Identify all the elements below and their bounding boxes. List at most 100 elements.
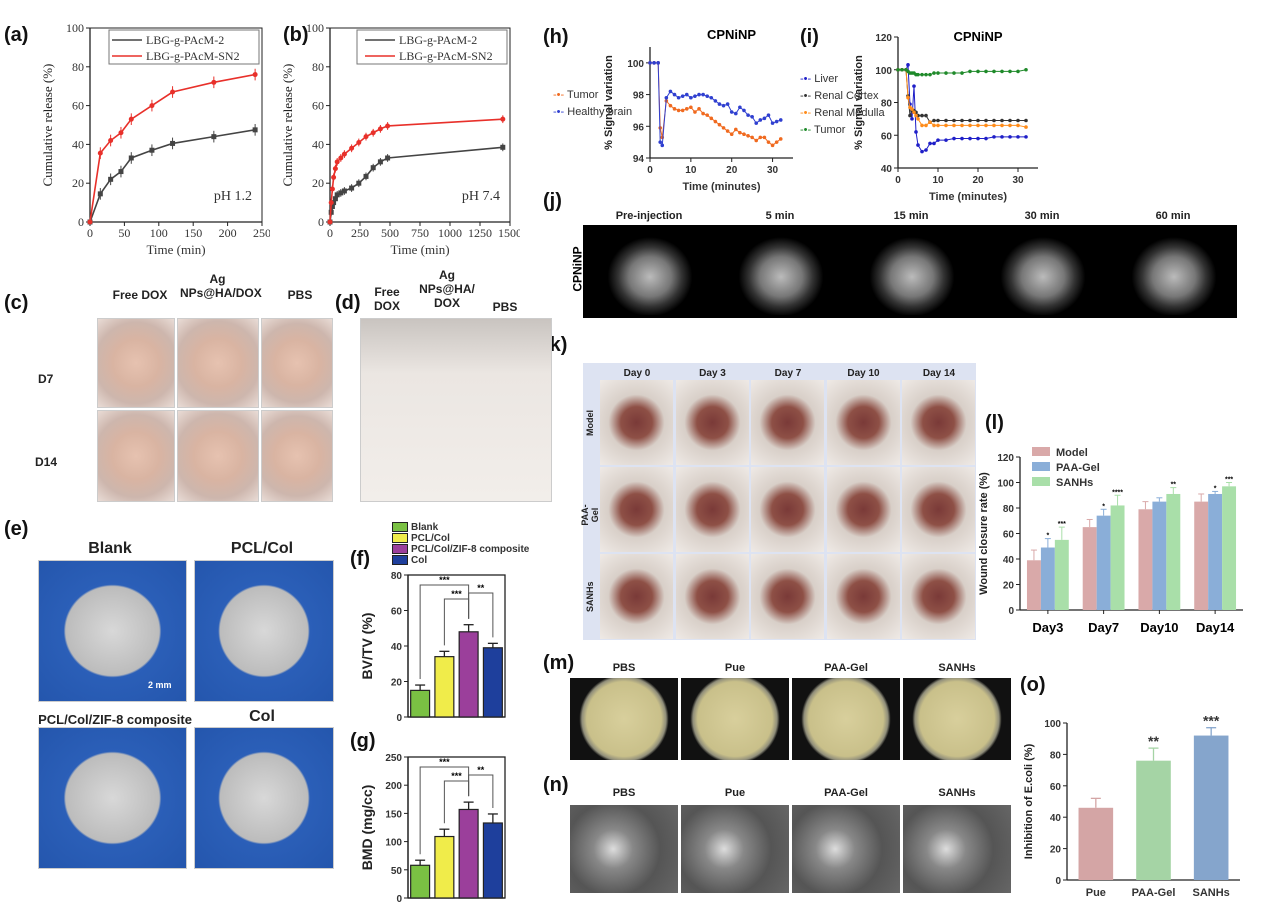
- data-point: [992, 123, 996, 128]
- col-header: PBS: [492, 300, 518, 314]
- data-point: [356, 139, 362, 145]
- data-point: [252, 127, 258, 133]
- data-point: [960, 123, 964, 128]
- x-tick-label: 1000: [438, 226, 462, 240]
- y-tick-label: 100: [875, 66, 892, 77]
- photo-tumor: [177, 410, 259, 502]
- x-tick-label: Day10: [1140, 620, 1178, 635]
- data-point: [968, 136, 972, 141]
- data-point: [750, 114, 754, 119]
- bar: [1193, 735, 1229, 880]
- wound-photo: [675, 554, 749, 639]
- y-tick-label: 60: [1050, 782, 1062, 793]
- bar: [1138, 509, 1153, 610]
- data-point: [976, 136, 980, 141]
- significance-label: *: [1047, 533, 1050, 540]
- data-point: [170, 140, 176, 146]
- y-tick-label: 100: [66, 21, 84, 35]
- x-axis-label: Time (minutes): [682, 181, 760, 193]
- data-point: [984, 69, 988, 74]
- bar: [1166, 493, 1181, 610]
- data-point: [332, 196, 338, 202]
- y-tick-label: 96: [633, 122, 645, 133]
- wound-photo: [751, 554, 824, 639]
- data-point: [1000, 118, 1004, 123]
- data-point: [327, 219, 333, 225]
- data-point: [960, 136, 964, 141]
- col-header: PBS: [287, 288, 313, 302]
- data-point: [697, 92, 701, 97]
- x-tick-label: Pue: [1086, 887, 1106, 899]
- y-tick-label: 40: [312, 137, 324, 151]
- chart-cumulative-release-ph12: 0 20 40 60 80 100 0 50 100 150 200 250 Time (min) Cum…: [40, 21, 270, 257]
- legend-i: -•- Liver -•- Renal Cortex -•- Renal Med…: [800, 73, 885, 136]
- bar: [458, 631, 479, 718]
- data-point: [766, 113, 771, 117]
- data-point: [928, 120, 932, 124]
- panel-label-e: (e): [4, 518, 29, 540]
- data-point: [341, 151, 347, 157]
- col-header: 5 min: [765, 210, 795, 222]
- panel-label-l: (l): [985, 412, 1004, 434]
- data-point: [149, 147, 155, 153]
- significance-bracket: [468, 774, 494, 808]
- legend-swatch: [1032, 462, 1050, 471]
- data-point: [900, 67, 904, 72]
- x-tick-label: SANHs: [1193, 887, 1230, 899]
- bar: [434, 835, 455, 899]
- data-point: [952, 136, 956, 141]
- data-point: [332, 166, 338, 172]
- y-tick-label: 20: [1050, 845, 1062, 856]
- data-point: [906, 63, 910, 67]
- data-point: [680, 94, 685, 98]
- data-point: [774, 140, 779, 144]
- data-point: [992, 69, 996, 74]
- significance-label: ***: [451, 771, 462, 781]
- data-point: [729, 132, 734, 137]
- data-point: [652, 61, 656, 65]
- chart-title: CPNiNP: [707, 27, 756, 42]
- data-point: [774, 119, 779, 124]
- panel-label-o: (o): [1020, 674, 1046, 696]
- data-point: [349, 185, 355, 191]
- x-tick-label: 20: [972, 175, 984, 186]
- panel-label-n: (n): [543, 774, 569, 796]
- legend-label: SANHs: [1056, 477, 1093, 489]
- bar: [1208, 493, 1223, 610]
- data-point: [713, 99, 718, 103]
- y-tick-label: 20: [312, 176, 324, 190]
- bar: [1054, 539, 1069, 610]
- x-tick-label: 1500: [498, 226, 520, 240]
- wound-photo: [902, 380, 975, 465]
- data-point: [778, 118, 783, 122]
- data-point: [693, 110, 697, 114]
- data-point: [746, 113, 750, 117]
- data-point: [349, 145, 355, 151]
- data-point: [944, 123, 948, 128]
- col-header: SANHs: [938, 662, 976, 674]
- legend-item: Healthy brain: [567, 106, 633, 118]
- photo-skull-ct: [194, 560, 334, 702]
- data-point: [709, 95, 714, 100]
- panel-label-f: (f): [350, 548, 370, 570]
- panel-label-g: (g): [350, 730, 376, 752]
- panel-label-c: (c): [4, 292, 29, 314]
- y-axis-label: BV/TV (%): [360, 613, 375, 680]
- data-point: [684, 107, 689, 111]
- data-point: [762, 135, 767, 140]
- data-point: [912, 110, 916, 115]
- y-axis-label: % Signal variation: [603, 55, 615, 150]
- data-point: [701, 92, 705, 97]
- bar: [1136, 760, 1171, 880]
- row-label: CPNiNP: [570, 246, 585, 292]
- data-point: [660, 143, 665, 148]
- photo-tumor: [97, 410, 175, 502]
- data-point: [766, 140, 771, 144]
- y-tick-label: 40: [1003, 555, 1015, 566]
- significance-label: **: [1148, 733, 1159, 749]
- data-point: [734, 111, 738, 116]
- data-point: [754, 138, 759, 143]
- bar: [1026, 560, 1041, 610]
- data-point: [770, 143, 775, 148]
